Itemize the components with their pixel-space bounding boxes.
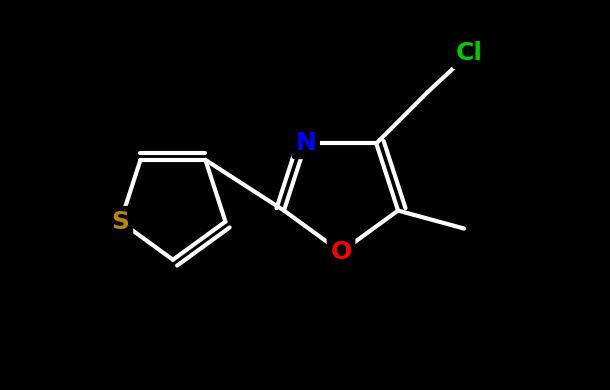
Text: O: O [331,240,351,264]
Text: N: N [295,131,316,156]
Text: S: S [112,209,129,234]
Text: Cl: Cl [456,41,483,66]
